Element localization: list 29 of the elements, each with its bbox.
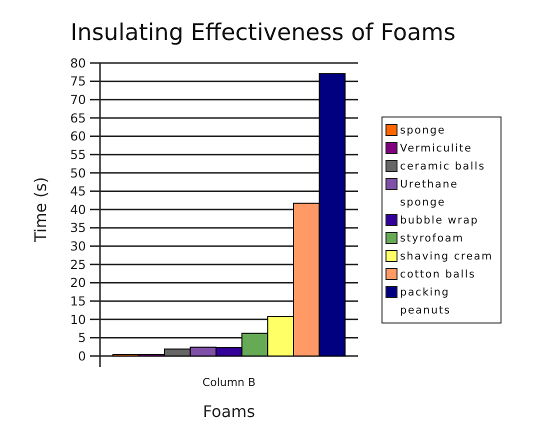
legend-label: styrofoam (400, 232, 464, 245)
legend-label: cotton balls (400, 268, 476, 281)
y-tick-label: 10 (70, 312, 86, 327)
legend-label: ceramic balls (400, 160, 486, 173)
y-tick-label: 15 (70, 293, 86, 308)
y-tick-label: 65 (70, 110, 86, 126)
y-tick-label: 30 (70, 238, 86, 254)
chart-title: Insulating Effectiveness of Foams (70, 20, 456, 46)
y-tick-label: 0 (78, 348, 86, 364)
y-tick-label: 60 (70, 128, 86, 144)
y-axis-title: Time (s) (31, 176, 50, 244)
legend-label: shaving cream (400, 250, 493, 263)
y-tick-label: 55 (70, 146, 86, 162)
x-tick-label: Column B (202, 376, 256, 389)
y-tick-label: 5 (78, 330, 86, 346)
y-tick-label: 80 (70, 55, 86, 70)
y-tick-label: 75 (70, 74, 86, 89)
y-tick-label: 20 (70, 275, 86, 290)
y-tick-label: 25 (70, 256, 86, 272)
x-axis-title: Foams (202, 402, 256, 421)
y-tick-label: 70 (70, 92, 86, 107)
legend-label: sponge (400, 124, 446, 137)
legend-label: bubble wrap (400, 214, 479, 227)
y-tick-label: 40 (70, 202, 86, 217)
y-tick-label: 45 (70, 184, 86, 199)
legend-label: Vermiculite (400, 142, 472, 155)
y-tick-label: 50 (70, 165, 86, 180)
legend-label: packing peanuts (400, 286, 451, 317)
y-tick-label: 35 (70, 220, 86, 236)
